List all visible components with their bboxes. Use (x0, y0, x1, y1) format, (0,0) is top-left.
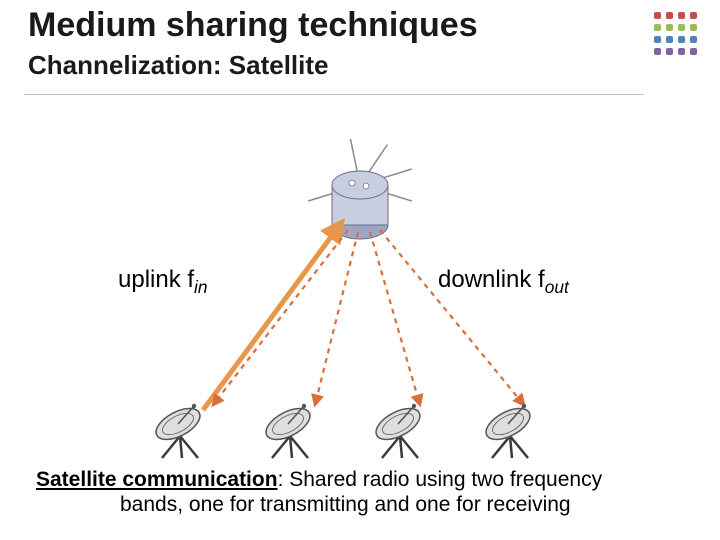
decor-dot (690, 12, 697, 19)
downlink-arrow-2 (370, 232, 420, 405)
decor-dot (654, 24, 661, 31)
decor-dot (678, 24, 685, 31)
decor-dot (666, 12, 673, 19)
downlink-arrow-1 (315, 232, 358, 405)
decorative-dot-grid (654, 12, 698, 56)
caption-line1-rest: : Shared radio using two frequency (278, 468, 603, 491)
decor-dot (666, 24, 673, 31)
ground-dish-icon (151, 402, 205, 458)
downlink-label-sub: out (545, 277, 569, 297)
downlink-label: downlink fout (438, 266, 569, 298)
decor-dot (654, 36, 661, 43)
downlink-arrow-3 (380, 230, 524, 405)
downlink-arrow-0 (213, 230, 348, 405)
uplink-arrow (203, 222, 342, 410)
uplink-label-sub: in (194, 277, 207, 297)
downlink-label-text: downlink f (438, 266, 545, 293)
ground-dish-icon (371, 402, 425, 458)
decor-dot (654, 12, 661, 19)
decor-dot (678, 36, 685, 43)
uplink-label: uplink fin (118, 266, 208, 298)
page-subtitle: Channelization: Satellite (28, 50, 329, 81)
caption-line2: bands, one for transmitting and one for … (36, 492, 690, 518)
page-title: Medium sharing techniques (28, 6, 478, 45)
decor-dot (690, 48, 697, 55)
caption-bold: Satellite communication (36, 468, 278, 491)
decor-dot (666, 36, 673, 43)
decor-dot (690, 36, 697, 43)
decor-dot (666, 48, 673, 55)
decor-dot (654, 48, 661, 55)
ground-dish-icon (261, 402, 315, 458)
caption: Satellite communication: Shared radio us… (36, 467, 690, 518)
satellite-icon (308, 139, 411, 239)
ground-dish-icon (481, 402, 535, 458)
decor-dot (678, 12, 685, 19)
uplink-label-text: uplink f (118, 266, 194, 293)
header-rule (24, 94, 644, 95)
decor-dot (690, 24, 697, 31)
decor-dot (678, 48, 685, 55)
diagram-stage (0, 0, 720, 540)
